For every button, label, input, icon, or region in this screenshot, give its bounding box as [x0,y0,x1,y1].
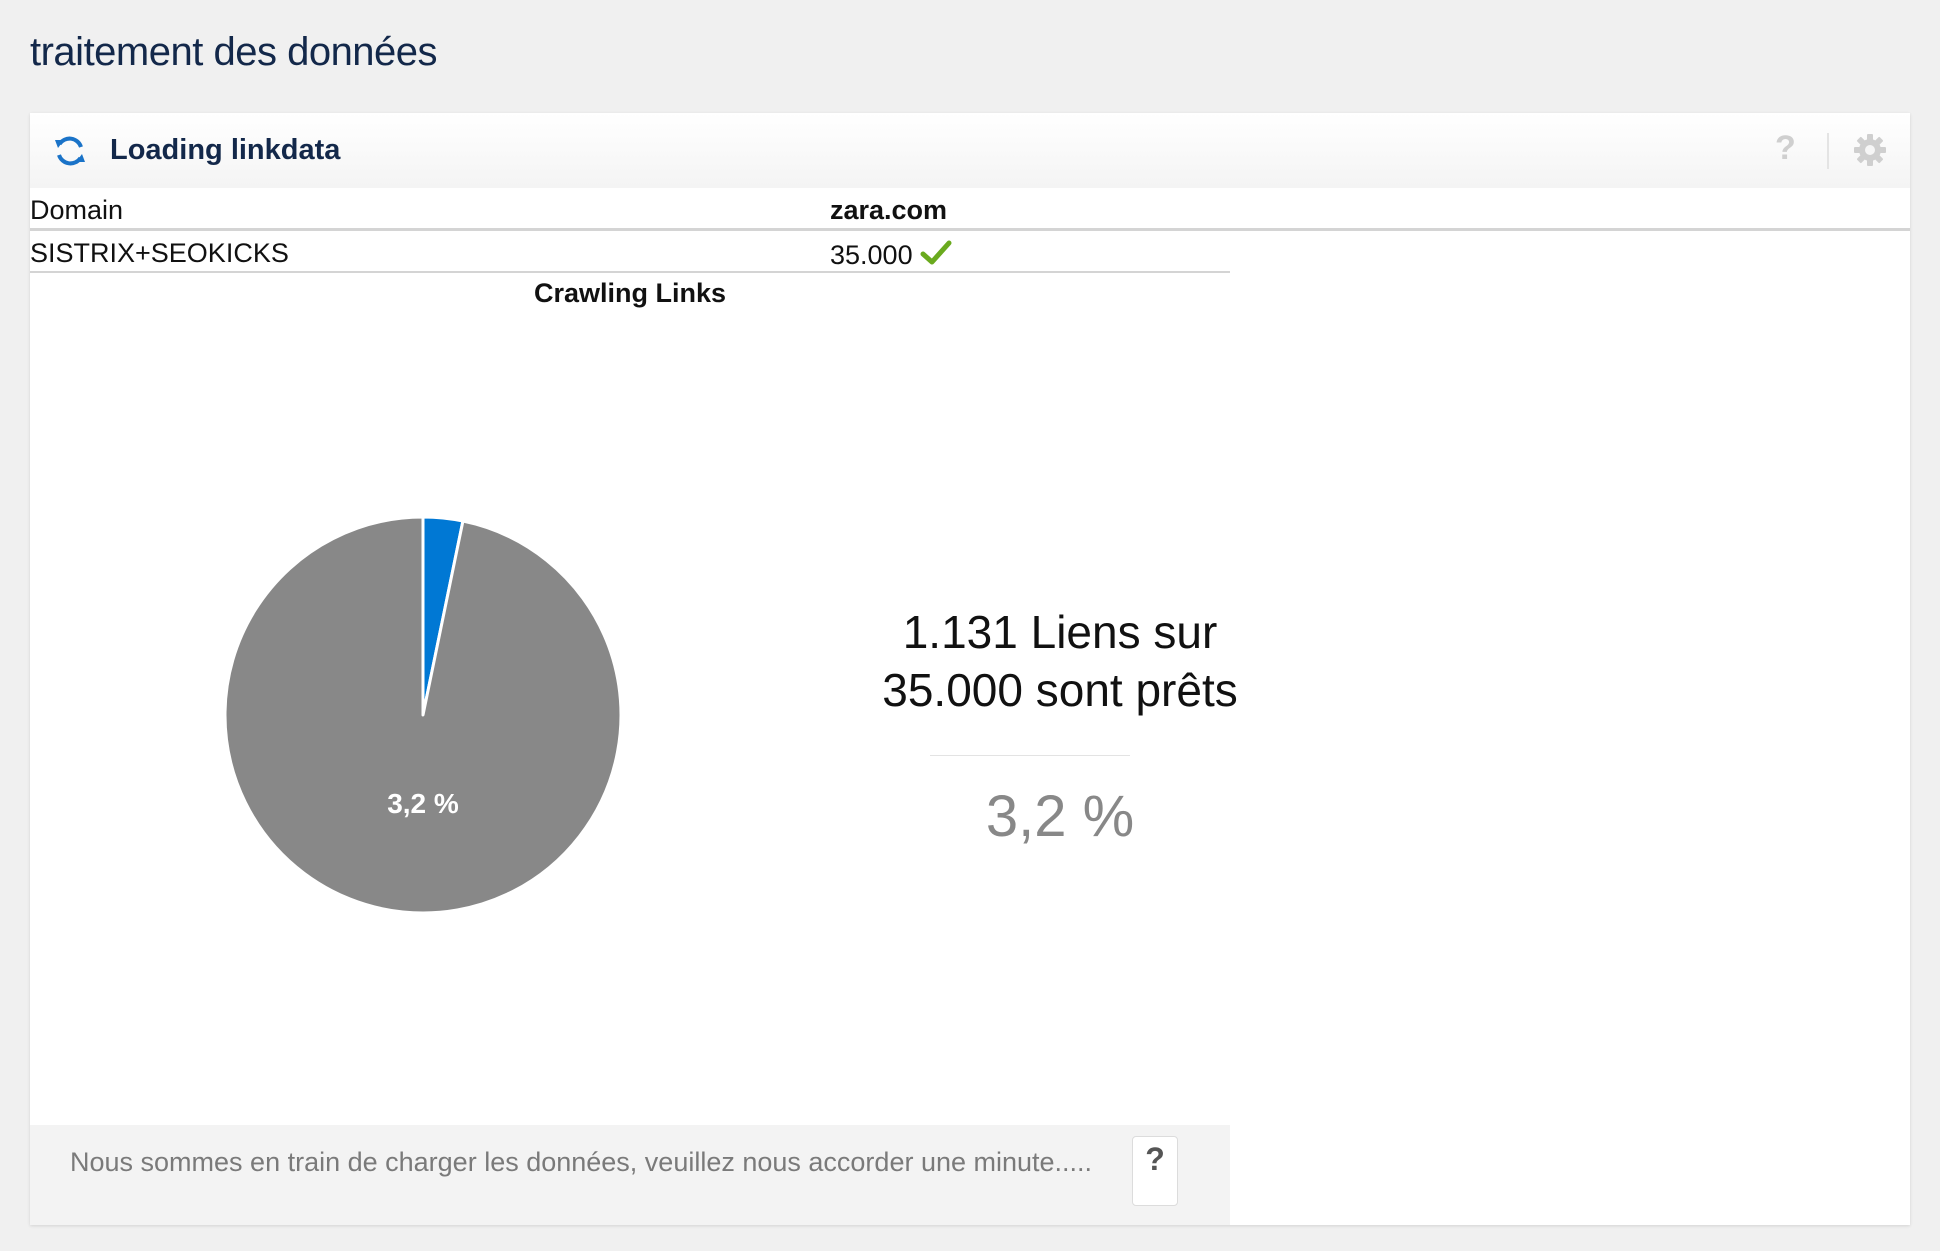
gear-icon[interactable] [1853,133,1887,167]
source-value: 35.000 [830,240,913,270]
status-footer: Nous sommes en train de charger les donn… [30,1125,1230,1225]
page-title: traitement des données [30,30,438,74]
footer-help-button[interactable]: ? [1132,1136,1178,1206]
pie-chart: 3,2 % [223,515,623,915]
domain-value: zara.com [830,195,948,225]
panel-title: Loading linkdata [110,134,341,166]
stat-divider [930,755,1130,756]
pie-slice-label: 3,2 % [387,788,459,819]
table-header-row: Domain zara.com [30,188,1910,231]
source-label: SISTRIX+SEOKICKS [30,238,289,268]
chart-title: Crawling Links [533,278,727,308]
header-divider [1827,133,1829,169]
progress-line-2: 35.000 sont prêts [882,664,1238,716]
domain-label: Domain [30,195,124,225]
progress-percent: 3,2 % [985,784,1135,849]
linkdata-panel: Loading linkdata ? Domain zara.com SISTR… [30,113,1910,1225]
panel-header: Loading linkdata ? [30,113,1910,188]
refresh-icon[interactable] [52,133,88,169]
loading-message: Nous sommes en train de charger les donn… [70,1147,1093,1177]
check-icon [920,240,952,265]
pie-slice-1 [223,515,623,915]
help-icon[interactable]: ? [1775,129,1796,167]
progress-line-1: 1.131 Liens sur [902,606,1218,658]
progress-summary: 1.131 Liens sur 35.000 sont prêts [810,603,1310,719]
table-row: SISTRIX+SEOKICKS 35.000 [30,231,1230,273]
